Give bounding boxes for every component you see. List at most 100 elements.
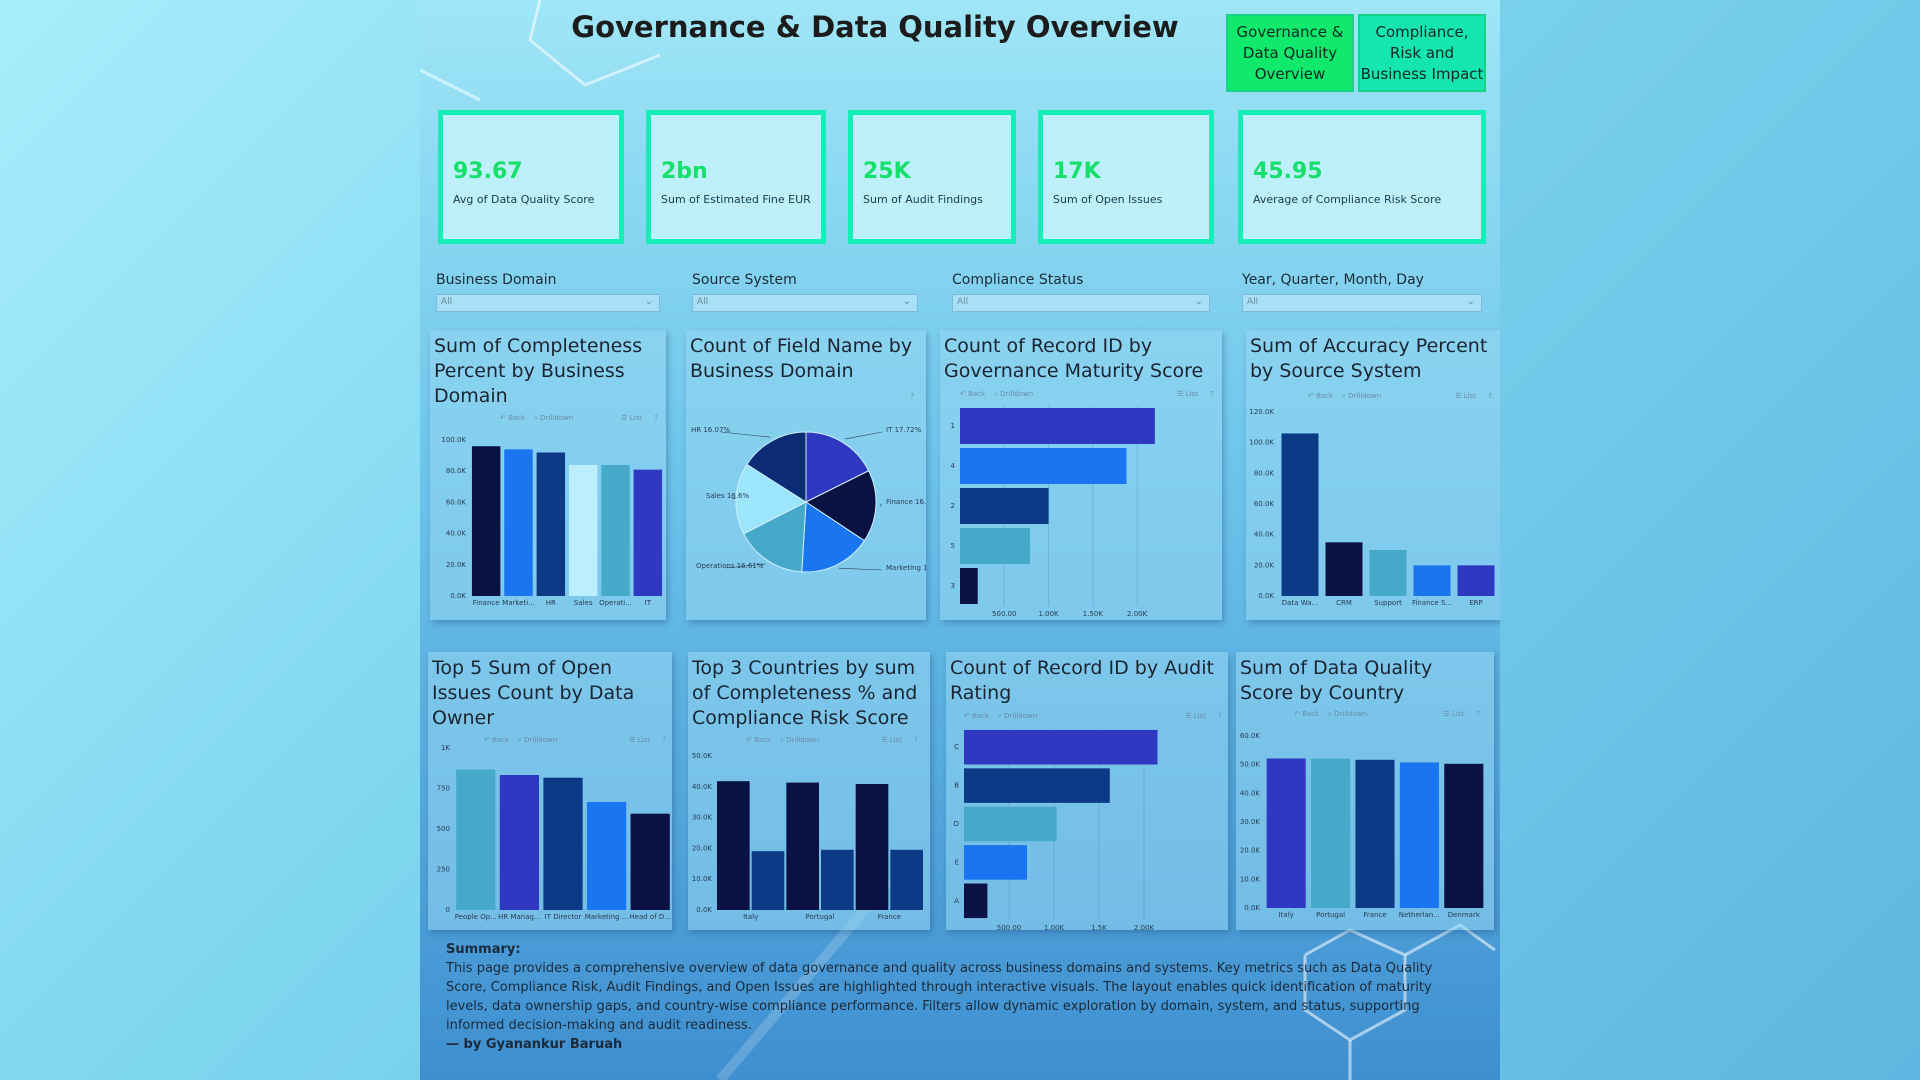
- bar: [964, 768, 1110, 803]
- chart-title: Count of Record ID by Governance Maturit…: [944, 335, 1204, 382]
- x-tick-label: Portugal: [806, 913, 835, 921]
- back-button: ↶ Back: [960, 390, 986, 398]
- bar: [1444, 763, 1484, 908]
- y-tick-label: 20.0K: [446, 561, 467, 569]
- chart-accuracy-by-source[interactable]: Sum of Accuracy Percent by Source System…: [1246, 330, 1500, 620]
- y-tick-label: 30.0K: [692, 814, 713, 822]
- bar: [499, 775, 540, 910]
- x-tick-label: Netherlan...: [1399, 911, 1440, 919]
- x-tick-label: 2.00K: [1127, 610, 1148, 618]
- chart-title: Count of Record ID by Audit Rating: [950, 657, 1214, 704]
- chart-title: Sum of Completeness Percent by Business …: [434, 335, 643, 407]
- bar: [786, 782, 819, 910]
- bar: [964, 806, 1057, 842]
- chart-open-issues-by-owner[interactable]: Top 5 Sum of Open Issues Count by Data O…: [428, 652, 672, 930]
- nav-governance-button[interactable]: Governance & Data Quality Overview: [1226, 14, 1354, 92]
- chart-field-name-by-domain[interactable]: Count of Field Name by Business Domain ?…: [686, 330, 926, 620]
- bar: [960, 528, 1030, 564]
- x-tick-label: 2.00K: [1134, 924, 1155, 930]
- pie-data-label: Sales 16.6%: [706, 492, 749, 500]
- leader-line: [844, 431, 883, 440]
- leader-line: [732, 497, 737, 499]
- list-button: ☰ List: [1177, 390, 1198, 398]
- chart-record-by-maturity[interactable]: Count of Record ID by Governance Maturit…: [940, 330, 1222, 620]
- chevron-down-icon: ⌄: [1194, 296, 1203, 307]
- pie-data-label: IT 17.72%: [886, 426, 922, 434]
- bar: [960, 488, 1049, 524]
- bar: [1369, 550, 1407, 596]
- kpi-label: Sum of Audit Findings: [863, 193, 983, 206]
- bar: [751, 851, 785, 910]
- bar: [504, 449, 533, 596]
- bar: [568, 464, 598, 596]
- x-tick-label: 500.00: [992, 610, 1017, 618]
- help-icon: ?: [914, 736, 918, 744]
- chart-data-quality-by-country[interactable]: Sum of Data Quality Score by Country ↶ B…: [1236, 652, 1494, 930]
- list-button: ☰ List: [621, 414, 642, 422]
- drilldown-button: ⌕ Drilldown: [518, 736, 557, 744]
- bar: [1325, 542, 1363, 596]
- back-button: ↶ Back: [964, 712, 990, 720]
- chart-top3-countries[interactable]: Top 3 Countries by sum of Completeness %…: [688, 652, 930, 930]
- y-tick-label: 40.0K: [1240, 789, 1261, 797]
- bar: [1457, 565, 1495, 596]
- x-tick-label: CRM: [1336, 599, 1352, 607]
- pie-data-label: Marketing 16.72%: [886, 564, 926, 572]
- chart-svg: ↶ Back ⌕ Drilldown ☰ List ? 500.00 1.00K 1.50K…: [951, 390, 1215, 618]
- kpi-value: 45.95: [1253, 159, 1323, 184]
- x-tick-label: HR: [546, 599, 556, 607]
- kpi-value: 2bn: [661, 159, 708, 184]
- x-tick-label: HR Manag...: [498, 913, 541, 921]
- chevron-down-icon: ⌄: [644, 296, 653, 307]
- business-domain-dropdown[interactable]: All ⌄: [436, 294, 660, 312]
- pie-data-label: Finance 16.77%: [886, 498, 926, 506]
- y-tick-label: E: [955, 858, 959, 866]
- source-system-dropdown[interactable]: All ⌄: [692, 294, 918, 312]
- back-button: ↶ Back: [484, 736, 510, 744]
- kpi-label: Average of Compliance Risk Score: [1253, 193, 1442, 206]
- x-tick-label: Finance S...: [1412, 599, 1452, 607]
- pie-slice: [742, 501, 807, 573]
- back-button: ↶ Back: [1294, 710, 1320, 718]
- y-tick-label: 250: [437, 866, 450, 874]
- bar: [855, 784, 889, 910]
- kpi-value: 17K: [1053, 159, 1101, 184]
- bar: [633, 469, 663, 596]
- help-icon: ?: [1488, 392, 1492, 400]
- y-tick-label: 1K: [441, 744, 450, 752]
- compliance-status-dropdown[interactable]: All ⌄: [952, 294, 1210, 312]
- help-icon: ?: [662, 736, 666, 744]
- list-button: ☰ List: [1455, 392, 1476, 400]
- kpi-label: Avg of Data Quality Score: [453, 193, 595, 206]
- leader-line: [720, 431, 771, 438]
- slicer-date-hierarchy: Year, Quarter, Month, Day All ⌄: [1242, 272, 1482, 312]
- pie-slice: [735, 463, 808, 535]
- back-button: ↶ Back: [746, 736, 772, 744]
- y-tick-label: 20.0K: [692, 844, 713, 852]
- summary-block: Summary: This page provides a comprehens…: [446, 940, 1456, 1054]
- date-hierarchy-dropdown[interactable]: All ⌄: [1242, 294, 1482, 312]
- y-tick-label: 50.0K: [692, 752, 713, 760]
- y-tick-label: 0.0K: [1244, 904, 1260, 912]
- x-tick-label: People Op...: [455, 913, 497, 921]
- report-canvas: Governance & Data Quality Overview Gover…: [420, 0, 1500, 1080]
- kpi-value: 25K: [863, 159, 911, 184]
- x-tick-label: 1.50K: [1083, 610, 1104, 618]
- x-tick-label: Denmark: [1448, 911, 1481, 919]
- bar: [1399, 762, 1439, 908]
- drilldown-button: ⌕ Drilldown: [534, 414, 573, 422]
- help-icon: ?: [1476, 710, 1480, 718]
- chevron-down-icon: ⌄: [1466, 296, 1475, 307]
- summary-heading: Summary:: [446, 942, 521, 957]
- y-tick-label: 80.0K: [446, 467, 467, 475]
- chart-completeness-by-domain[interactable]: Sum of Completeness Percent by Business …: [430, 330, 666, 620]
- chart-record-by-audit-rating[interactable]: Count of Record ID by Audit Rating ↶ Bac…: [946, 652, 1228, 930]
- kpi-card-open-issues: 17K Sum of Open Issues: [1038, 110, 1214, 244]
- x-tick-label: IT: [645, 599, 652, 607]
- slicer-value: All: [697, 297, 709, 307]
- bar: [960, 408, 1155, 444]
- x-tick-label: 1.00K: [1038, 610, 1059, 618]
- y-tick-label: 40.0K: [446, 530, 467, 538]
- y-tick-label: 1: [951, 422, 955, 430]
- nav-compliance-button[interactable]: Compliance, Risk and Business Impact: [1358, 14, 1486, 92]
